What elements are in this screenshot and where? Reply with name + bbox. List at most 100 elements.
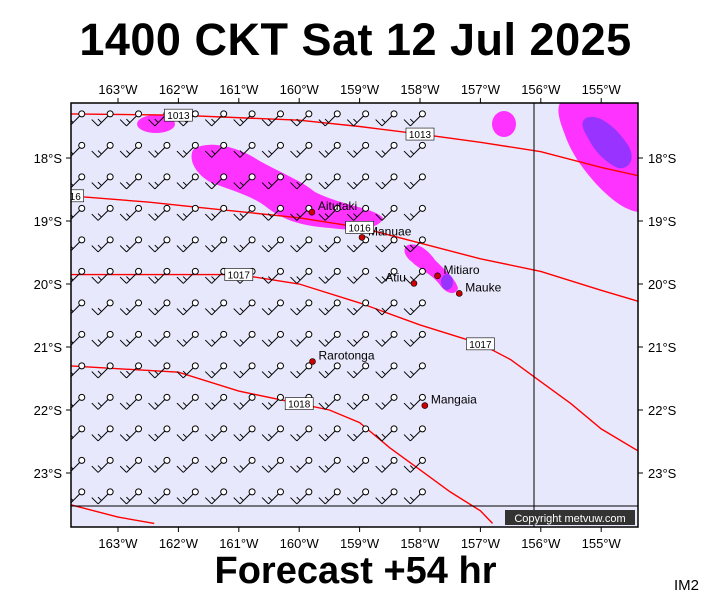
wind-barb [204, 393, 228, 410]
isobar-line [71, 365, 494, 524]
lon-label-bottom: 158°W [400, 536, 440, 551]
wind-barb [318, 204, 341, 221]
isobar-label-box [405, 127, 435, 141]
wind-barb [318, 425, 341, 442]
wind-barb [204, 456, 228, 473]
isobar-label-box [164, 108, 193, 122]
wind-barb [261, 110, 284, 127]
wind-barb [318, 362, 341, 379]
forecast-label: Forecast +54 hr [214, 550, 497, 592]
lon-label-top: 161°W [219, 82, 259, 97]
wind-barb [261, 393, 284, 410]
isobar-label-box [466, 337, 495, 351]
wind-barb [119, 456, 143, 473]
wind-barb [290, 362, 313, 379]
isobar-label: 1013 [167, 111, 190, 122]
wind-barb [261, 236, 284, 253]
wind-barb [403, 141, 426, 158]
wind-barb [204, 425, 228, 442]
wind-barb [346, 299, 370, 316]
wind-barb [375, 330, 398, 347]
wind-barb [91, 488, 114, 505]
wind-barb [375, 141, 398, 158]
wind-barb [318, 267, 341, 284]
isobar-label-box [345, 221, 374, 234]
wind-barb [346, 141, 370, 158]
wind-barb [148, 204, 171, 221]
wind-barb [233, 236, 256, 253]
wind-barb [403, 456, 426, 473]
wind-barb [148, 488, 171, 505]
lat-label-left: 18°S [34, 151, 63, 166]
lon-label-top: 157°W [461, 82, 501, 97]
wind-barb [403, 173, 426, 190]
wind-barb [261, 330, 284, 347]
place-atiu: Atiu [385, 270, 418, 287]
rainfall-layer [137, 103, 638, 294]
wind-barb [261, 362, 284, 379]
place-aitutaki: Aitutaki [308, 199, 357, 216]
place-mitiaro: Mitiaro [434, 263, 480, 280]
wind-barb [204, 173, 228, 190]
wind-barb [233, 299, 256, 316]
wind-barb [346, 488, 370, 505]
wind-barb [91, 267, 114, 284]
wind-barb [346, 330, 370, 347]
wind-barb [148, 425, 171, 442]
wind-barb [119, 488, 143, 505]
lon-label-bottom: 159°W [340, 536, 380, 551]
wind-barb [148, 173, 171, 190]
lon-label-top: 155°W [582, 82, 622, 97]
wind-barb [119, 425, 143, 442]
wind-barb [233, 393, 256, 410]
isobar-label: 1017 [228, 271, 251, 282]
wind-barb [290, 267, 313, 284]
wind-barb [119, 141, 143, 158]
place-label: Mauke [465, 280, 501, 294]
wind-barb [148, 267, 171, 284]
wind-barb [119, 110, 143, 127]
wind-barb [318, 488, 341, 505]
wind-barb [91, 425, 114, 442]
wind-barb [375, 299, 398, 316]
place-marker [358, 234, 366, 241]
lat-label-left: 21°S [34, 340, 63, 355]
lon-label-top: 163°W [98, 82, 138, 97]
wind-barb [148, 141, 171, 158]
wind-barb [290, 173, 313, 190]
lon-label-top: 156°W [521, 82, 561, 97]
place-label: Atiu [385, 270, 406, 284]
place-manuae: Manuae [358, 224, 412, 241]
place-label: Rarotonga [318, 348, 374, 362]
place-label: Mangaia [431, 393, 477, 407]
wind-barb [375, 456, 398, 473]
wind-barb [233, 110, 256, 127]
wind-barb [204, 141, 228, 158]
wind-barb [290, 236, 313, 253]
wind-barb [119, 236, 143, 253]
wind-barb [375, 110, 398, 127]
wind-barb [204, 488, 228, 505]
lon-label-bottom: 163°W [98, 536, 138, 551]
wind-barb [375, 173, 398, 190]
wind-barb [375, 425, 398, 442]
lon-label-bottom: 156°W [521, 536, 561, 551]
wind-barb [290, 330, 313, 347]
map-area [71, 103, 638, 527]
wind-barb [233, 141, 256, 158]
copyright-box: Copyright metvuw.com [505, 510, 635, 525]
wind-barb [346, 393, 370, 410]
wind-barb [119, 299, 143, 316]
wind-barb [176, 330, 199, 347]
wind-barb [403, 425, 426, 442]
wind-barb [403, 236, 426, 253]
wind-barb [176, 204, 199, 221]
isobar-label-box [71, 189, 84, 203]
wind-barb [91, 204, 114, 221]
place-label: Manuae [368, 224, 412, 238]
wind-barb [261, 299, 284, 316]
isobar-line [71, 504, 155, 525]
wind-barb [346, 267, 370, 284]
place-label: Mitiaro [444, 263, 480, 277]
